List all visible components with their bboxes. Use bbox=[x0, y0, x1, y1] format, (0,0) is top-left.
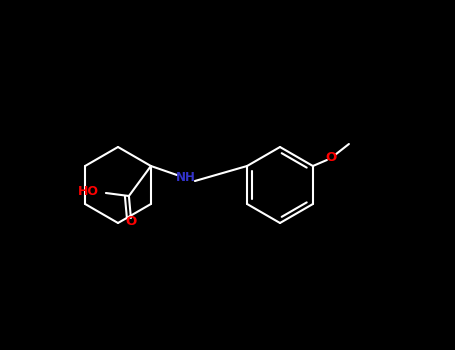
Text: NH: NH bbox=[176, 172, 196, 184]
Text: HO: HO bbox=[78, 186, 99, 198]
Text: O: O bbox=[325, 152, 337, 164]
Text: O: O bbox=[125, 216, 136, 229]
